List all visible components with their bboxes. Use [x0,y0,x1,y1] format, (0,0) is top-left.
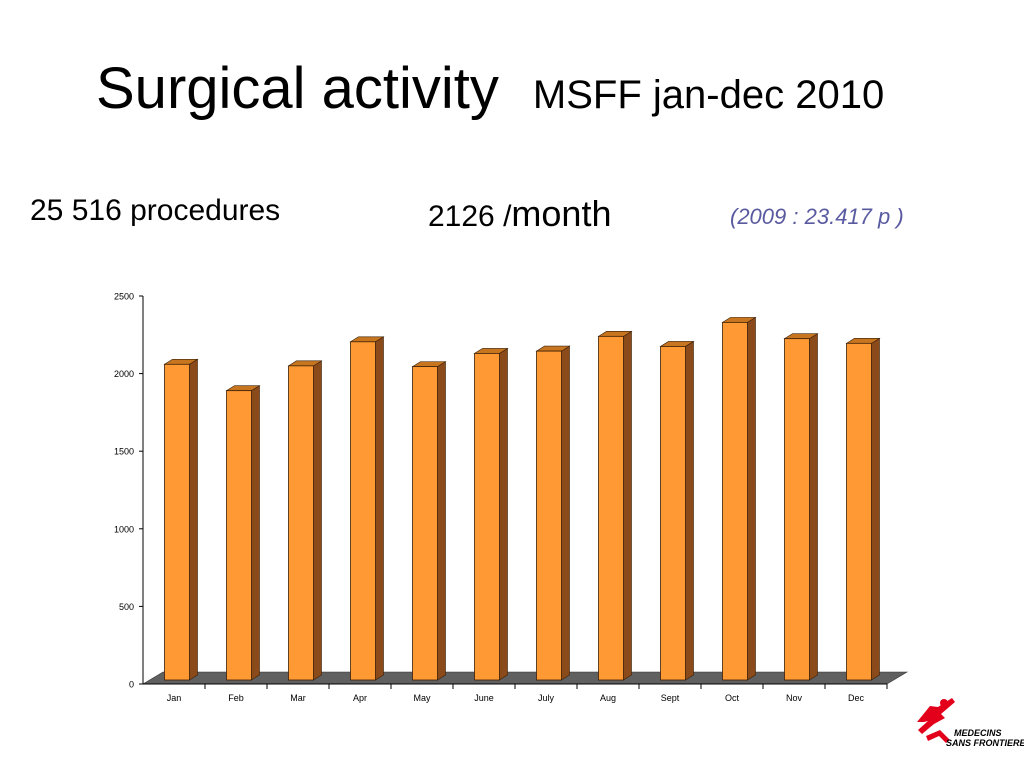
bar-side [685,340,694,681]
bar [164,363,190,681]
title-subtitle: MSFF jan-dec 2010 [532,73,885,117]
per-month-stat: 2126 /month [428,196,611,232]
bar [660,346,686,681]
x-tick-label: May [413,693,431,703]
bar [784,338,810,681]
msf-logo-icon [917,698,955,743]
x-tick-label: Oct [725,693,740,703]
previous-year-note: (2009 : 23.417 p ) [730,204,904,229]
x-tick-label: Jan [167,693,182,703]
y-tick-label: 1000 [114,524,134,534]
y-tick-label: 0 [129,680,134,690]
x-tick-label: Apr [353,693,367,703]
x-tick-label: Dec [848,693,865,703]
logo-line2: SANS FRONTIERES [946,738,1024,748]
x-tick-label: Mar [290,693,306,703]
x-tick-label: July [538,693,555,703]
bar-side [437,361,446,681]
bar [846,342,872,681]
slide-title: Surgical activity MSFF jan-dec 2010 [96,60,884,118]
bar [412,366,438,681]
logo-line1: MEDECINS [954,728,1002,738]
bar-side [375,336,384,681]
per-month-unit: month [511,193,612,234]
bar [536,350,562,681]
bar [722,321,748,681]
y-tick-label: 500 [119,602,134,612]
bar-side [561,345,570,681]
per-month-value: 2126 / [428,200,512,233]
x-tick-label: Sept [661,693,680,703]
bar-side [809,333,818,681]
bar-side [313,360,322,681]
bar-side [871,337,880,681]
bar [288,365,314,681]
x-tick-label: Aug [600,693,616,703]
y-tick-label: 2500 [114,292,134,302]
total-procedures: 25 516 procedures [30,194,281,227]
x-tick-label: June [474,693,494,703]
bar-side [623,330,632,681]
bar [350,341,376,681]
y-tick-label: 1500 [114,447,134,457]
bar-side [251,385,260,681]
x-tick-label: Feb [228,693,244,703]
bar-side [499,347,508,681]
msf-logo: MEDECINS SANS FRONTIERES [917,698,1024,748]
x-tick-label: Nov [786,693,803,703]
bar [226,390,252,681]
bar-side [189,358,198,681]
bar-side [747,316,756,681]
y-tick-label: 2000 [114,369,134,379]
bar [598,335,624,681]
title-main: Surgical activity [96,56,499,121]
bar [474,353,500,681]
